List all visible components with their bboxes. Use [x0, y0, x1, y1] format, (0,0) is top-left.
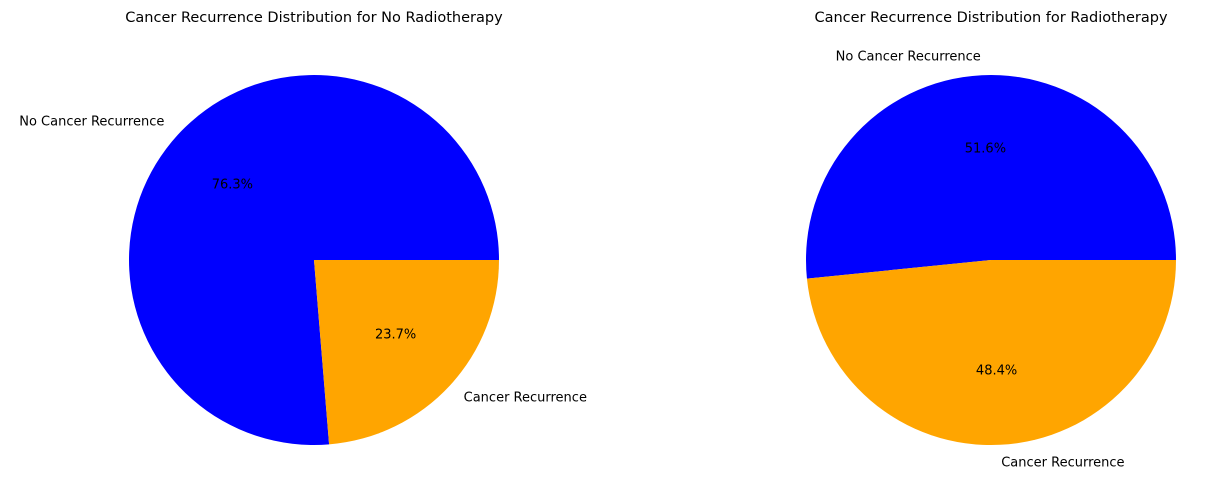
percent-label: 76.3%: [212, 177, 253, 192]
pie-slices: [806, 75, 1176, 446]
slice-label: No Cancer Recurrence: [19, 115, 164, 130]
pie-chart-radiotherapy: Cancer Recurrence Distribution for Radio…: [806, 10, 1176, 471]
pie-slice-no-cancer-recurrence: [128, 74, 499, 445]
chart-title: Cancer Recurrence Distribution for No Ra…: [125, 10, 503, 26]
slice-label: No Cancer Recurrence: [836, 49, 981, 64]
pie-labels: No Cancer Recurrence 76.3% Cancer Recurren…: [19, 115, 587, 406]
percent-label: 23.7%: [375, 328, 416, 343]
pie-slice-cancer-recurrence: [314, 260, 499, 445]
pie-slice-no-cancer-recurrence: [806, 75, 1176, 279]
pie-labels: No Cancer Recurrence 51.6% Cancer Recurren…: [836, 49, 1125, 470]
percent-label: 48.4%: [976, 363, 1017, 378]
pie-slice-cancer-recurrence: [806, 260, 1176, 446]
pie-chart-no-radiotherapy: Cancer Recurrence Distribution for No Ra…: [19, 10, 587, 445]
percent-label: 51.6%: [965, 142, 1006, 157]
slice-label: Cancer Recurrence: [1001, 456, 1124, 471]
pie-slices: [128, 74, 499, 445]
chart-title: Cancer Recurrence Distribution for Radio…: [814, 10, 1167, 26]
slice-label: Cancer Recurrence: [464, 390, 587, 405]
